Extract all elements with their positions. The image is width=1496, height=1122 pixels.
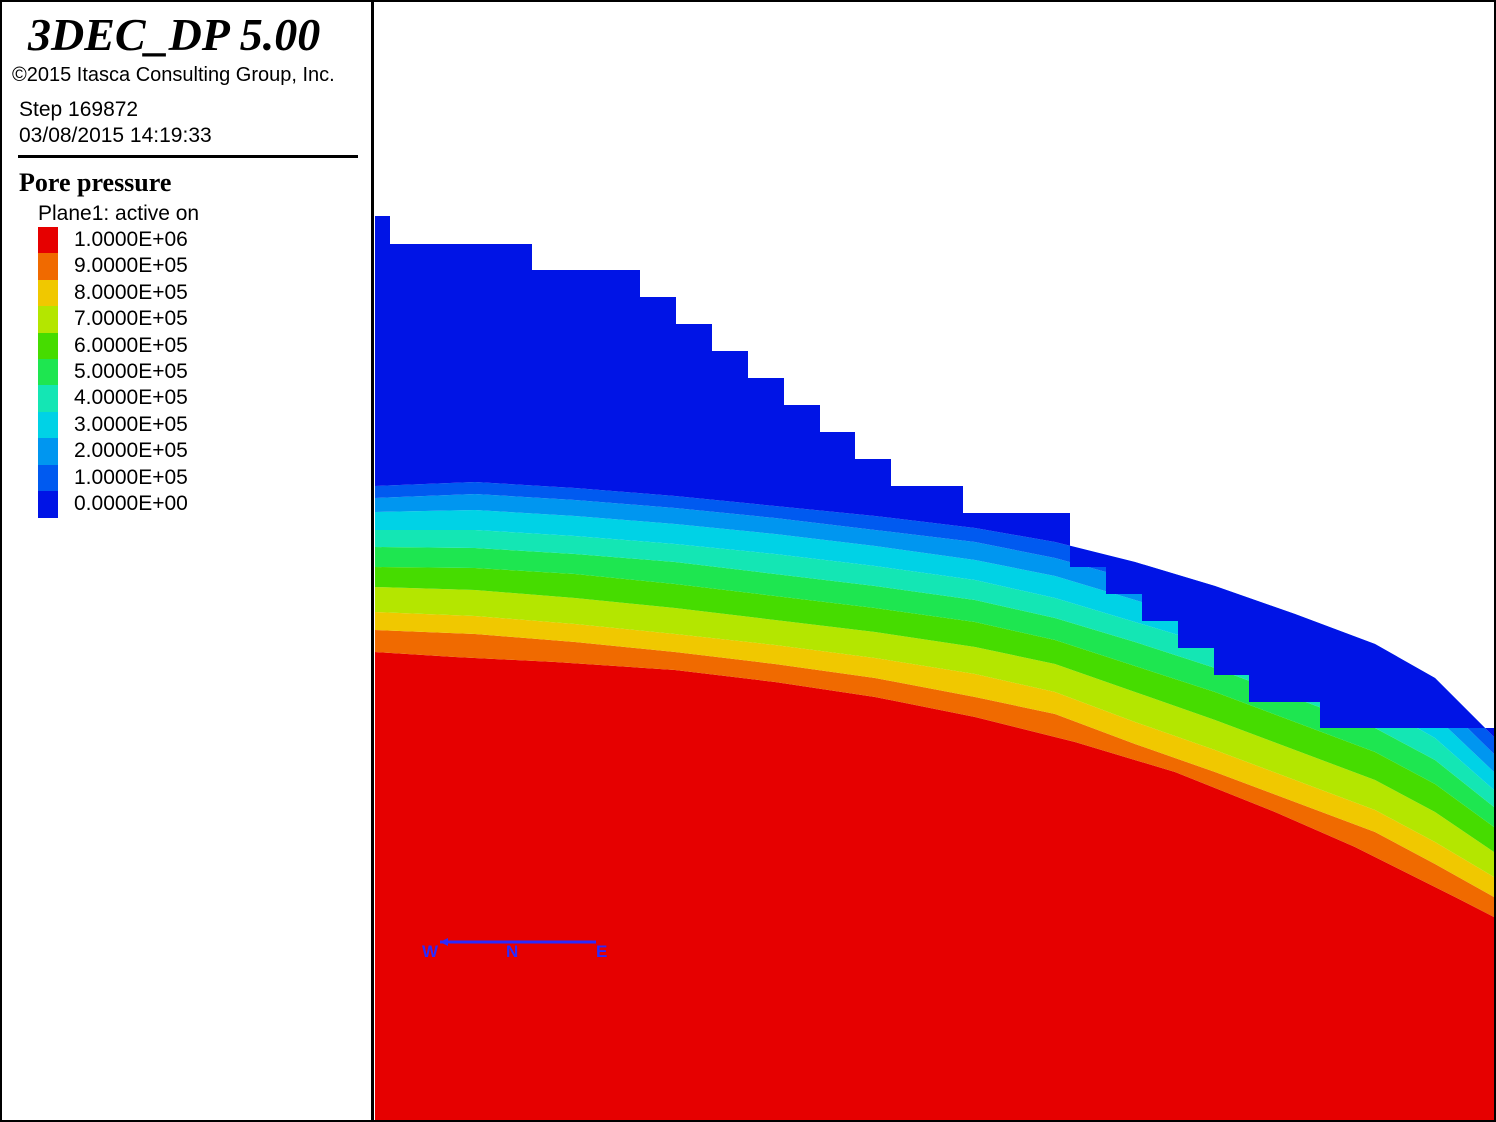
legend-swatch — [38, 332, 58, 360]
legend-swatch — [38, 279, 58, 307]
header-divider — [18, 155, 358, 158]
legend-swatch — [38, 253, 58, 281]
plot-title: Pore pressure — [19, 168, 172, 197]
legend-value: 8.0000E+05 — [74, 280, 188, 304]
legend-value: 1.0000E+06 — [74, 228, 188, 251]
legend-swatch — [38, 358, 58, 386]
plane-status: Plane1: active on — [38, 202, 200, 225]
legend-value: 1.0000E+05 — [74, 465, 188, 489]
legend-value: 7.0000E+05 — [74, 307, 188, 331]
legend-swatch — [38, 306, 58, 334]
compass-west: W — [422, 942, 439, 961]
legend-value: 3.0000E+05 — [74, 412, 188, 436]
timestamp: 03/08/2015 14:19:33 — [19, 124, 212, 147]
legend-value: 9.0000E+05 — [74, 254, 188, 278]
legend-swatch — [38, 385, 58, 413]
legend-swatch — [38, 227, 58, 254]
legend-swatch — [38, 438, 58, 466]
copyright-text: ©2015 Itasca Consulting Group, Inc. — [12, 64, 335, 86]
step-label: Step 169872 — [19, 98, 139, 121]
legend-value: 4.0000E+05 — [74, 386, 188, 410]
compass-north: N — [506, 942, 519, 961]
zone-1e6 — [375, 652, 1494, 1120]
legend-swatch — [38, 490, 58, 518]
legend-value: 5.0000E+05 — [74, 359, 188, 383]
zone-6e5 — [375, 567, 1494, 852]
zone-7e5 — [375, 587, 1494, 877]
legend-swatch — [38, 411, 58, 439]
legend-value: 6.0000E+05 — [74, 333, 188, 357]
compass: W N E — [420, 936, 620, 966]
compass-axis-icon — [440, 938, 596, 946]
contour-plot[interactable]: W N E — [375, 2, 1494, 1120]
zone-0 — [375, 216, 1494, 737]
legend-swatch — [38, 464, 58, 492]
app-title: 3DEC_DP 5.00 — [28, 9, 321, 60]
compass-east: E — [596, 942, 608, 961]
contour-graphic — [375, 216, 1494, 1120]
legend-value: 2.0000E+05 — [74, 439, 188, 463]
zone-5e5 — [375, 547, 1494, 827]
legend-value: 0.0000E+00 — [74, 491, 188, 515]
zone-8e5 — [375, 612, 1494, 897]
legend-panel: 3DEC_DP 5.00 ©2015 Itasca Consulting Gro… — [2, 2, 374, 1120]
